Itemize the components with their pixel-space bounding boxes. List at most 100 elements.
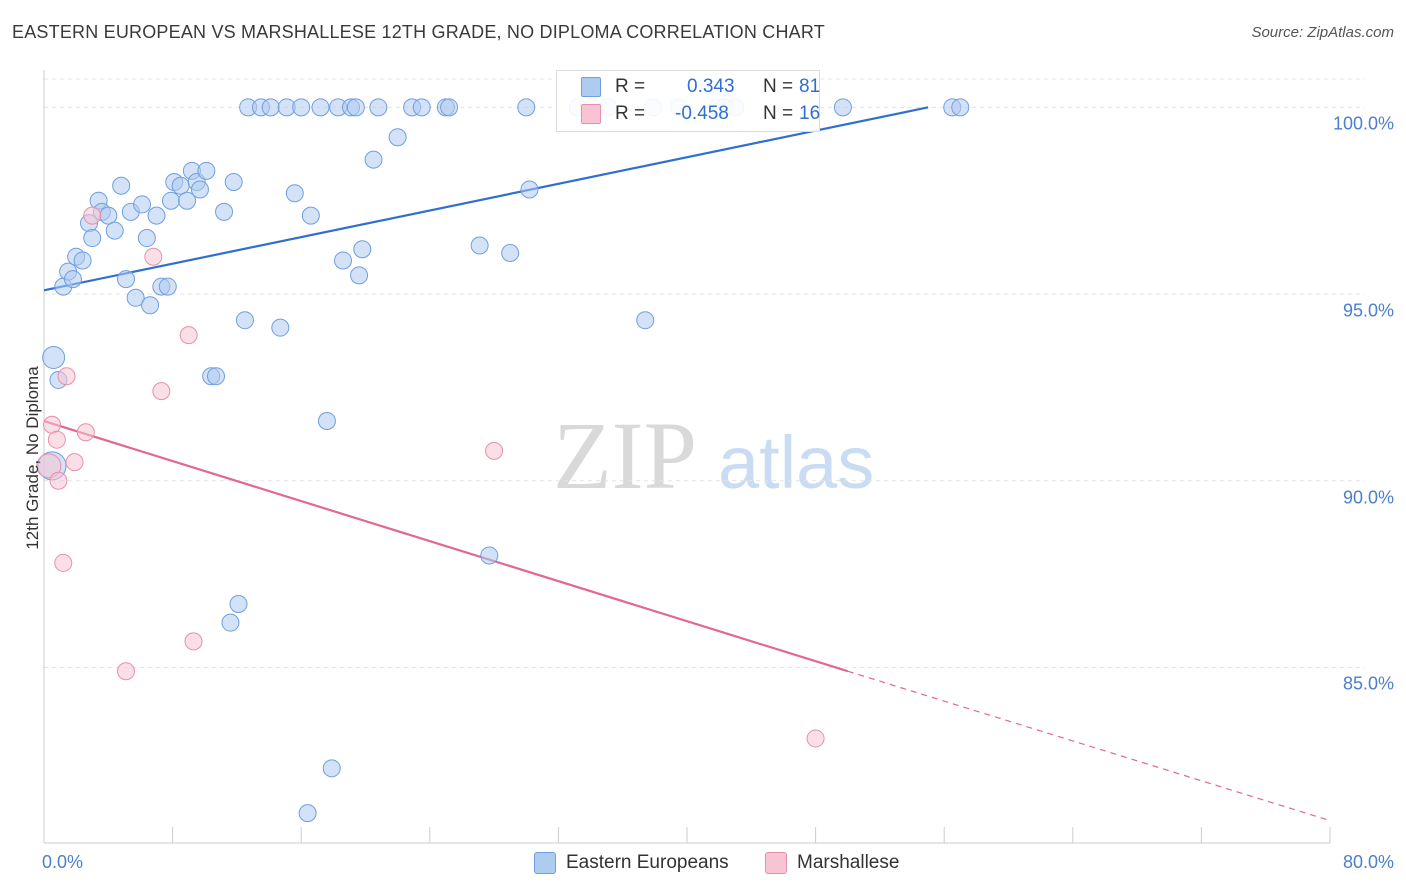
- eastern-european-point: [322, 759, 341, 778]
- legend-label: Eastern Europeans: [566, 852, 729, 873]
- eastern-european-point: [501, 243, 520, 262]
- eastern-european-point: [112, 176, 131, 195]
- eastern-european-point: [353, 240, 372, 259]
- eastern-european-point: [190, 180, 209, 199]
- eastern-european-point: [298, 804, 317, 823]
- legend-label: Marshallese: [797, 852, 900, 873]
- r-label: R =: [615, 103, 646, 124]
- y-tick-label: 90.0%: [1342, 487, 1394, 508]
- eastern-european-point: [83, 229, 102, 248]
- eastern-european-point: [229, 595, 248, 614]
- eastern-european-point: [147, 206, 166, 225]
- eastern-european-point: [301, 206, 320, 225]
- stats-box: R = 0.343 N = 81 R = -0.458 N = 16: [556, 70, 820, 132]
- marshallese-point: [54, 553, 73, 572]
- eastern-european-point: [470, 236, 489, 255]
- eastern-european-point: [285, 184, 304, 203]
- n-label: N =: [763, 76, 794, 97]
- marshallese-point: [57, 367, 76, 386]
- eastern-european-point: [73, 251, 92, 270]
- r-label: R =: [615, 76, 646, 97]
- eastern-european-point: [99, 206, 118, 225]
- y-tick-label: 85.0%: [1342, 673, 1394, 694]
- eastern-european-point: [311, 98, 330, 117]
- eastern-european-point: [126, 288, 145, 307]
- marshallese-point: [144, 247, 163, 266]
- r-value: 0.343: [687, 76, 735, 97]
- eastern-european-point: [207, 367, 226, 386]
- eastern-european-point: [951, 98, 970, 117]
- legend-swatch-pink: [765, 852, 787, 874]
- n-label: N =: [763, 103, 794, 124]
- trend-line-eastern-europeans: [43, 106, 929, 292]
- marshallese-point: [49, 471, 68, 490]
- eastern-european-point: [369, 98, 388, 117]
- eastern-european-point: [520, 180, 539, 199]
- eastern-european-point: [215, 202, 234, 221]
- marshallese-point: [83, 206, 102, 225]
- trend-line-marshallese: [43, 419, 849, 673]
- marshallese-point: [65, 453, 84, 472]
- watermark-zip: ZIP: [553, 402, 697, 509]
- marshallese-point: [116, 662, 135, 681]
- legend-item-eastern-europeans: Eastern Europeans: [534, 852, 729, 874]
- x-tick-label-max: 80.0%: [1342, 852, 1394, 872]
- watermark: ZIP atlas: [553, 402, 874, 509]
- eastern-european-point: [271, 318, 290, 337]
- eastern-european-point: [171, 176, 190, 195]
- marshallese-point: [36, 453, 62, 479]
- n-value: 81: [799, 76, 821, 97]
- eastern-european-point: [42, 346, 66, 370]
- x-tick-label-min: 0.0%: [42, 852, 84, 872]
- eastern-european-point: [317, 412, 336, 431]
- eastern-european-point: [105, 221, 124, 240]
- eastern-european-point: [480, 546, 499, 565]
- eastern-european-point: [364, 150, 383, 169]
- eastern-european-point: [261, 98, 280, 117]
- y-tick-label: 95.0%: [1342, 300, 1394, 321]
- eastern-european-point: [350, 266, 369, 285]
- eastern-european-point: [833, 98, 852, 117]
- eastern-european-point: [197, 161, 216, 180]
- eastern-european-point: [333, 251, 352, 270]
- eastern-european-point: [636, 311, 655, 330]
- eastern-european-point: [346, 98, 365, 117]
- eastern-european-point: [116, 270, 135, 289]
- marshallese-point: [179, 326, 198, 345]
- eastern-european-point: [221, 613, 240, 632]
- eastern-european-point: [388, 128, 407, 147]
- eastern-european-point: [440, 98, 459, 117]
- marshallese-point: [152, 382, 171, 401]
- n-value: 16: [799, 103, 821, 124]
- r-value: -0.458: [675, 103, 729, 124]
- eastern-european-point: [292, 98, 311, 117]
- eastern-european-point: [235, 311, 254, 330]
- stats-swatch-blue: [581, 77, 601, 97]
- legend-swatch-blue: [534, 852, 556, 874]
- trend-lines: [43, 106, 1331, 822]
- y-axis-label: 12th Grade, No Diploma: [23, 366, 42, 550]
- marshallese-point: [47, 430, 66, 449]
- marshallese-point: [43, 415, 62, 434]
- watermark-atlas: atlas: [718, 421, 874, 504]
- eastern-european-point: [133, 195, 152, 214]
- trend-line-marshallese-extrapolated: [847, 670, 1331, 822]
- eastern-european-point: [412, 98, 431, 117]
- marshallese-point: [184, 632, 203, 651]
- gridlines: [44, 78, 1365, 668]
- eastern-european-point: [63, 270, 82, 289]
- eastern-european-point: [158, 277, 177, 296]
- marshallese-point: [76, 423, 95, 442]
- source-label: Source: ZipAtlas.com: [1251, 24, 1394, 41]
- legend-item-marshallese: Marshallese: [765, 852, 899, 874]
- eastern-european-point: [224, 173, 243, 192]
- eastern-european-point: [517, 98, 536, 117]
- eastern-european-point: [161, 191, 180, 210]
- marshallese-point: [485, 441, 504, 460]
- y-tick-label: 100.0%: [1332, 113, 1394, 134]
- stats-swatch-pink: [581, 104, 601, 124]
- eastern-european-point: [178, 191, 197, 210]
- eastern-european-point: [141, 296, 160, 315]
- marshallese-point: [806, 729, 825, 748]
